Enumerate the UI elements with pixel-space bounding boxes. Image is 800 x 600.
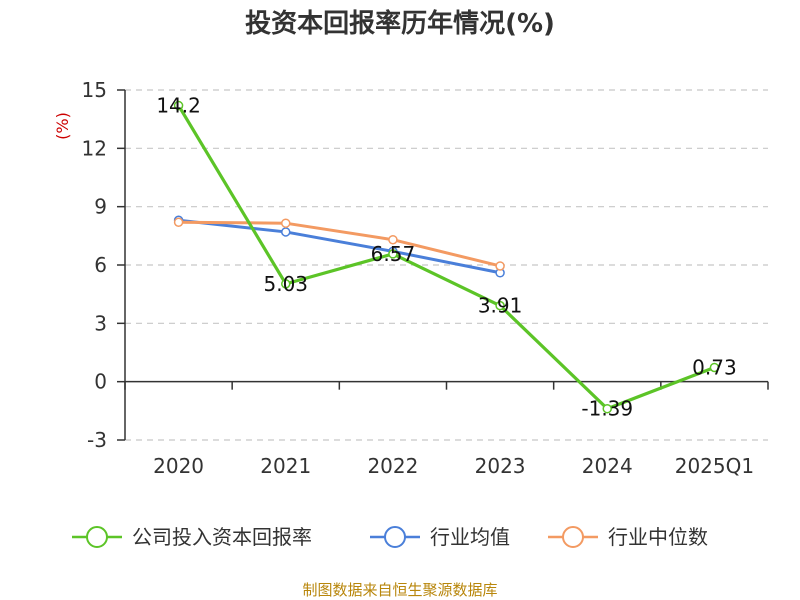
y-tick-label: 9	[94, 195, 107, 219]
data-label: 3.91	[478, 294, 523, 318]
series-line	[178, 218, 501, 275]
y-tick-label: 6	[94, 253, 107, 277]
y-tick-label: 0	[94, 370, 107, 394]
legend-marker	[562, 526, 584, 548]
data-label: 5.03	[263, 272, 308, 296]
data-point	[709, 362, 720, 373]
legend-label: 行业均值	[430, 525, 510, 549]
x-tick-label: 2022	[367, 454, 418, 478]
source-note: 制图数据来自恒生聚源数据库	[302, 581, 497, 599]
y-tick-label: 3	[94, 311, 107, 335]
y-tick-label: -3	[87, 428, 107, 452]
data-point	[388, 234, 398, 245]
y-axis-label: (%)	[53, 112, 72, 140]
data-point	[281, 218, 291, 228]
series-line	[178, 220, 501, 268]
chart-title: 投资本回报率历年情况(%)	[245, 8, 555, 39]
legend-label: 公司投入资本回报率	[132, 525, 312, 549]
x-tick-label: 2024	[582, 454, 633, 478]
data-point	[281, 279, 291, 289]
y-tick-label: 15	[82, 78, 107, 102]
x-tick-label: 2020	[153, 454, 204, 478]
series-line	[177, 104, 715, 411]
data-label: 0.73	[692, 355, 737, 379]
x-tick-label: 2021	[260, 454, 311, 478]
data-label: 6.57	[371, 242, 416, 266]
x-tick-label: 2023	[475, 454, 526, 478]
legend-label: 行业中位数	[608, 525, 708, 549]
legend-marker	[384, 526, 406, 548]
data-label: 14.2	[156, 94, 201, 118]
data-point	[495, 300, 505, 311]
data-point	[495, 261, 505, 271]
x-tick-label: 2025Q1	[675, 454, 754, 478]
y-tick-label: 12	[82, 136, 107, 160]
data-point	[602, 403, 612, 414]
data-point	[173, 100, 184, 111]
data-label: -1.39	[581, 397, 633, 421]
data-point	[281, 227, 291, 237]
data-point	[173, 217, 184, 227]
legend-marker	[86, 526, 108, 548]
data-point	[388, 249, 398, 259]
